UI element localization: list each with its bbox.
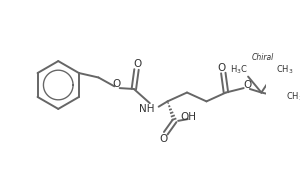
- Text: O: O: [243, 80, 251, 90]
- Text: Chiral: Chiral: [252, 53, 274, 62]
- Text: O: O: [218, 63, 226, 73]
- Text: NH: NH: [140, 104, 155, 114]
- Text: OH: OH: [181, 112, 197, 122]
- Text: O: O: [112, 79, 120, 89]
- Text: H$_3$C: H$_3$C: [230, 63, 248, 76]
- Text: O: O: [159, 134, 167, 144]
- Text: CH$_3$: CH$_3$: [276, 63, 293, 76]
- Text: CH$_3$: CH$_3$: [286, 91, 300, 103]
- Text: O: O: [133, 59, 142, 69]
